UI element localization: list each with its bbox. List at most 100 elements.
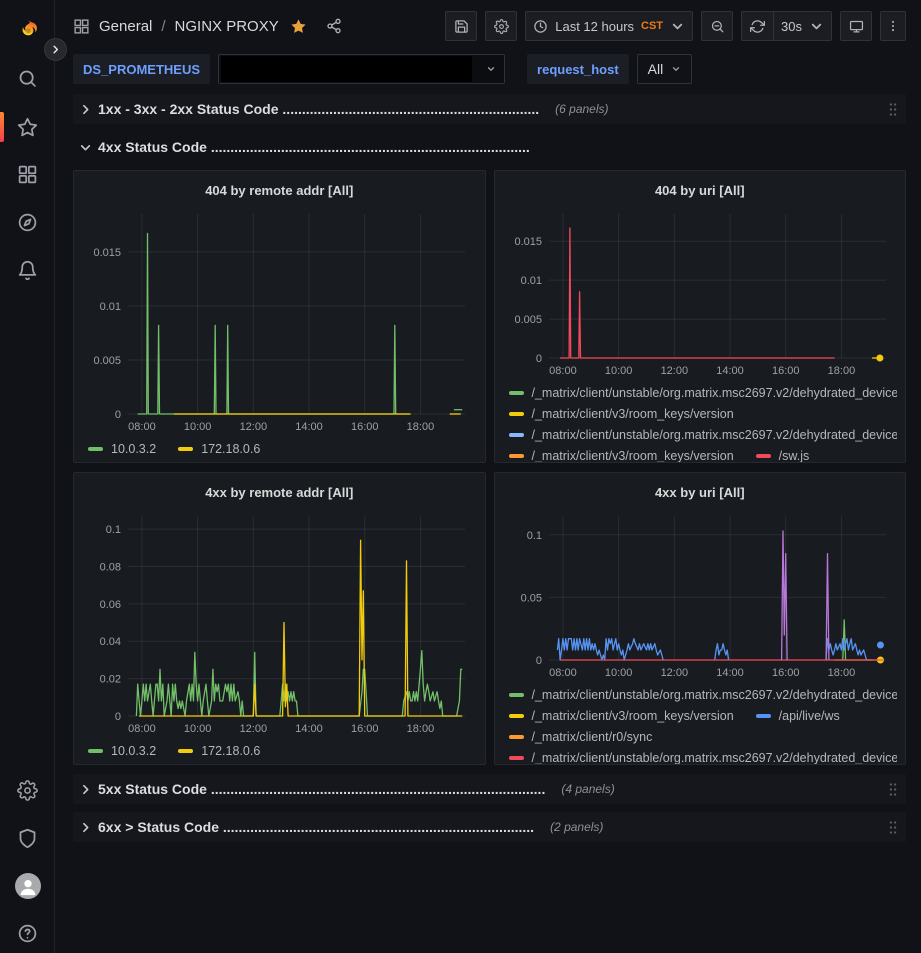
- variable-value-request-host[interactable]: All: [636, 54, 693, 84]
- legend-item[interactable]: /_matrix/client/v3/room_keys/version: [508, 709, 734, 723]
- kebab-menu-button[interactable]: [880, 11, 906, 41]
- dashboard-settings-button[interactable]: [485, 11, 518, 41]
- legend-series-color: [508, 714, 524, 718]
- explore-compass-icon[interactable]: [0, 202, 55, 242]
- svg-text:08:00: 08:00: [549, 365, 577, 377]
- time-series-chart-404-remote-addr[interactable]: 08:00 10:00 12:00 14:00 16:00 18:00 0 0.005 0.01…: [82, 204, 477, 436]
- legend-item[interactable]: /sw.js: [755, 449, 809, 462]
- svg-text:16:00: 16:00: [771, 365, 799, 377]
- panels-grid: 404 by remote addr [All] 08:00 10:00 12:00…: [73, 170, 906, 765]
- cycle-view-mode-button[interactable]: [840, 11, 872, 41]
- legend-series-color: [508, 693, 524, 697]
- breadcrumb-dashboard-title[interactable]: NGINX PROXY: [174, 17, 279, 35]
- svg-text:0.01: 0.01: [100, 301, 121, 313]
- chevron-down-icon: [811, 23, 822, 29]
- legend-series-color: [755, 714, 771, 718]
- legend-series-label: 172.18.0.6: [201, 442, 261, 456]
- grafana-logo[interactable]: [0, 12, 55, 48]
- user-avatar[interactable]: [0, 866, 55, 906]
- time-series-chart-4xx-remote-addr[interactable]: 08:00 10:00 12:00 14:00 16:00 18:00 0 0.02 0.04 0…: [82, 506, 477, 738]
- legend-item[interactable]: /_matrix/client/unstable/org.matrix.msc2…: [508, 428, 897, 442]
- row-header-5xx[interactable]: 5xx Status Code ........................…: [73, 774, 906, 804]
- legend-series-color: [178, 447, 194, 451]
- row-title-dots: ........................................…: [282, 101, 540, 117]
- svg-text:18:00: 18:00: [827, 667, 855, 679]
- panel-legend: 10.0.3.2 172.18.0.6: [82, 738, 477, 758]
- share-icon[interactable]: [326, 18, 342, 34]
- legend-item[interactable]: /api/live/ws: [755, 709, 840, 723]
- starred-icon[interactable]: [0, 107, 55, 147]
- row-title-text: 4xx Status Code: [98, 139, 207, 155]
- svg-text:0.1: 0.1: [526, 530, 541, 542]
- zoom-out-time-button[interactable]: [701, 11, 734, 41]
- time-range-picker[interactable]: Last 12 hours CST: [525, 11, 694, 41]
- panel-legend: /_matrix/client/unstable/org.matrix.msc2…: [503, 682, 898, 764]
- dashboards-icon[interactable]: [0, 154, 55, 194]
- legend-item[interactable]: /_matrix/client/unstable/org.matrix.msc2…: [508, 751, 897, 764]
- main-area: General / NGINX PROXY Last 12 hours CST: [56, 0, 921, 953]
- variable-label-ds-prometheus: DS_PROMETHEUS: [73, 54, 211, 84]
- time-series-chart-4xx-uri[interactable]: 08:00 10:00 12:00 14:00 16:00 18:00 0 0.05 0.1: [503, 506, 898, 682]
- svg-text:12:00: 12:00: [240, 723, 268, 735]
- legend-item[interactable]: 10.0.3.2: [88, 442, 156, 456]
- row-header-1xx-3xx-2xx[interactable]: 1xx - 3xx - 2xx Status Code ............…: [73, 94, 906, 124]
- row-drag-handle[interactable]: [888, 782, 898, 797]
- alerting-bell-icon[interactable]: [0, 250, 55, 290]
- legend-item[interactable]: 172.18.0.6: [178, 744, 260, 758]
- chevron-right-icon: [83, 104, 89, 114]
- time-series-chart-404-uri[interactable]: 08:00 10:00 12:00 14:00 16:00 18:00 0 0.005 0.01…: [503, 204, 898, 380]
- legend-series-color: [88, 447, 103, 451]
- svg-text:0.015: 0.015: [93, 247, 121, 259]
- legend-item[interactable]: /_matrix/client/unstable/org.matrix.msc2…: [508, 386, 898, 400]
- refresh-group: 30s: [741, 11, 832, 41]
- configuration-gear-icon[interactable]: [0, 770, 55, 810]
- legend-series-color: [508, 433, 524, 437]
- legend-item[interactable]: /_matrix/client/v3/room_keys/version: [508, 449, 734, 462]
- legend-item[interactable]: 10.0.3.2: [88, 744, 156, 758]
- legend-item[interactable]: 172.18.0.6: [178, 442, 260, 456]
- legend-item[interactable]: /_matrix/client/r0/sync: [508, 730, 652, 744]
- legend-item[interactable]: /_matrix/client/v3/room_keys/version: [508, 407, 734, 421]
- apps-grid-icon[interactable]: [73, 18, 90, 35]
- active-section-indicator: [0, 112, 4, 142]
- server-admin-shield-icon[interactable]: [0, 818, 55, 858]
- expand-sidebar-button[interactable]: [44, 38, 67, 61]
- svg-text:16:00: 16:00: [351, 723, 379, 735]
- legend-series-color: [508, 412, 524, 416]
- row-panel-count: (6 panels): [555, 102, 609, 116]
- help-icon[interactable]: [0, 913, 55, 953]
- variable-selected-value: All: [647, 61, 664, 77]
- legend-series-color: [508, 756, 524, 760]
- row-header-6xx[interactable]: 6xx > Status Code ......................…: [73, 812, 906, 842]
- legend-series-color: [178, 749, 194, 753]
- breadcrumb-folder[interactable]: General: [99, 17, 153, 35]
- panel-title[interactable]: 4xx by uri [All]: [654, 484, 745, 500]
- search-icon[interactable]: [0, 58, 55, 98]
- panel-404-by-uri: 404 by uri [All] 08:00 10:00 12:00 14:00 16:…: [493, 170, 906, 463]
- favorite-star-icon[interactable]: [290, 18, 307, 35]
- dashboard-canvas: 1xx - 3xx - 2xx Status Code ............…: [56, 90, 921, 842]
- svg-text:10:00: 10:00: [604, 667, 632, 679]
- legend-series-label: /_matrix/client/unstable/org.matrix.msc2…: [531, 386, 898, 400]
- panel-title[interactable]: 4xx by remote addr [All]: [205, 484, 354, 500]
- panel-title[interactable]: 404 by remote addr [All]: [205, 182, 354, 198]
- legend-series-label: /_matrix/client/unstable/org.matrix.msc2…: [531, 688, 898, 702]
- time-range-label: Last 12 hours: [555, 18, 635, 34]
- row-drag-handle[interactable]: [888, 820, 898, 835]
- refresh-button[interactable]: [741, 11, 774, 41]
- legend-item[interactable]: /_matrix/client/unstable/org.matrix.msc2…: [508, 688, 898, 702]
- row-header-4xx[interactable]: 4xx Status Code ........................…: [73, 132, 906, 162]
- row-title-dots: ........................................…: [222, 819, 535, 835]
- svg-text:08:00: 08:00: [128, 723, 156, 735]
- panel-title[interactable]: 404 by uri [All]: [654, 182, 745, 198]
- save-dashboard-button[interactable]: [445, 11, 478, 41]
- svg-text:16:00: 16:00: [771, 667, 799, 679]
- svg-text:0.08: 0.08: [100, 561, 121, 573]
- row-drag-handle[interactable]: [888, 102, 898, 117]
- svg-text:08:00: 08:00: [128, 421, 156, 433]
- refresh-interval-dropdown[interactable]: 30s: [773, 11, 832, 41]
- row-title-text: 5xx Status Code: [98, 781, 207, 797]
- row-title-dots: ........................................…: [210, 139, 530, 155]
- variable-value-ds-prometheus[interactable]: [218, 54, 506, 84]
- svg-text:18:00: 18:00: [407, 421, 435, 433]
